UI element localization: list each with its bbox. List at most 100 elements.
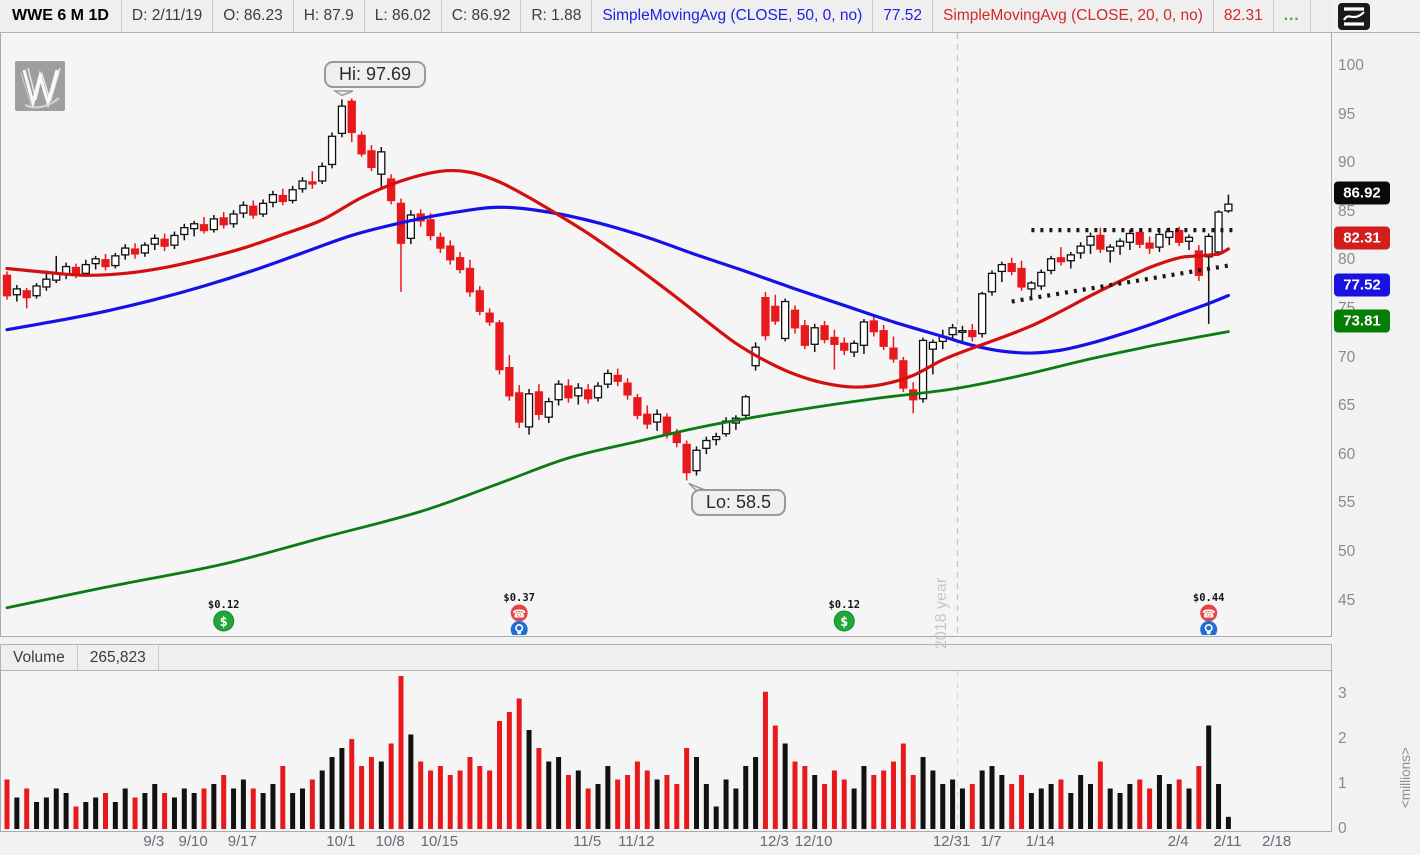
candle-body: [899, 360, 908, 389]
volume-bar: [339, 748, 345, 829]
volume-bar: [753, 757, 759, 829]
date-label-9-3: 9/3: [143, 833, 165, 850]
candle-body: [584, 389, 593, 400]
volume-bar: [359, 766, 365, 829]
event-amount-label: $0.44: [1193, 592, 1225, 604]
sma200-line[interactable]: [5, 330, 1230, 610]
volume-chart-pane[interactable]: [0, 671, 1332, 832]
volume-bar: [447, 775, 453, 829]
volume-axis[interactable]: 3 2 1 0: [1332, 671, 1420, 837]
volume-tick-3: 3: [1338, 685, 1347, 702]
volume-bar: [1097, 761, 1103, 829]
candle-body: [436, 236, 445, 249]
candle-body: [564, 385, 573, 399]
volume-bar: [142, 793, 148, 829]
date-label-12-10: 12/10: [794, 833, 833, 850]
support-dotted-line[interactable]: [1011, 263, 1229, 304]
volume-bar: [506, 712, 512, 829]
event-amount-label: $0.12: [208, 599, 240, 611]
candle-body: [2, 274, 12, 297]
price-tick-100: 100: [1338, 57, 1364, 74]
volume-bar: [713, 806, 719, 829]
candle-body: [347, 100, 356, 134]
dividend-event-marker[interactable]: $0.12 $: [208, 599, 240, 632]
candle-body: [130, 248, 140, 255]
volume-pane-label[interactable]: Volume: [1, 645, 78, 670]
volume-bar: [871, 775, 877, 829]
volume-bar: [792, 761, 798, 829]
toolbar-more-indicators-cell[interactable]: ...: [1274, 0, 1311, 32]
candle-body: [42, 278, 51, 288]
volume-bar: [398, 676, 404, 829]
volume-bar: [250, 788, 256, 829]
volume-bar: [240, 779, 246, 829]
candle-body: [1165, 230, 1174, 239]
event-amount-label: $0.12: [828, 599, 860, 611]
volume-bars-chart[interactable]: [1, 671, 1331, 830]
candle-body: [859, 321, 869, 346]
candle-body: [554, 383, 563, 401]
toolbar-high-readout: H: 87.9: [294, 0, 365, 32]
sma50-price-badge: 77.52: [1334, 273, 1390, 296]
price-tick-70: 70: [1338, 348, 1356, 366]
chart-style-button[interactable]: [1338, 3, 1370, 30]
candle-body: [406, 214, 416, 240]
main-price-chart-pane[interactable]: $0.12 $ $0.37 ☎ $0.12 $ $0.44 ☎ Hi: 97.69 Lo: 5…: [0, 33, 1332, 649]
candle-body: [209, 218, 219, 231]
sma50-line[interactable]: [5, 205, 1230, 355]
sma20-line[interactable]: [5, 168, 1230, 389]
volume-bar: [122, 788, 128, 829]
candle-body: [889, 347, 898, 360]
toolbar-low-readout: L: 86.02: [365, 0, 442, 32]
volume-bar: [388, 743, 394, 829]
hi-callout-tail: [332, 90, 354, 97]
candle-body: [820, 325, 829, 341]
volume-bar: [703, 784, 709, 829]
date-label-1-14: 1/14: [1025, 833, 1055, 850]
candle-body: [505, 366, 514, 397]
price-axis[interactable]: 100959085807570656055504586.9282.3177.52…: [1332, 33, 1420, 637]
candle-body: [219, 217, 228, 226]
toolbar-range-readout: R: 1.88: [521, 0, 593, 32]
date-label-9-10: 9/10: [178, 833, 208, 850]
volume-bar: [526, 730, 532, 829]
candle-body: [465, 267, 475, 293]
candle-body: [958, 330, 967, 333]
volume-tick-2: 2: [1338, 730, 1347, 747]
volume-bar: [969, 784, 975, 829]
volume-bar: [497, 721, 502, 829]
volume-bar: [772, 725, 778, 829]
volume-bar: [349, 739, 355, 829]
date-axis[interactable]: 9/3 9/10 9/17 10/1 10/8 10/15 11/5 11/12 12/3 12/…: [0, 833, 1332, 855]
volume-bar: [999, 775, 1005, 829]
dividend-event-marker[interactable]: $0.12 $: [828, 599, 860, 632]
candle-body: [1046, 258, 1056, 272]
candle-body: [849, 342, 859, 353]
volume-bar: [930, 770, 936, 829]
candle-body: [140, 244, 150, 254]
volume-bar: [959, 788, 965, 829]
volume-bar: [940, 784, 946, 829]
earnings-event-marker[interactable]: $0.44 ☎: [1193, 592, 1225, 635]
candle-body: [987, 272, 997, 293]
candle-body: [1076, 245, 1085, 254]
toolbar-sma50-indicator-cell[interactable]: SimpleMovingAvg (CLOSE, 50, 0, no): [592, 0, 874, 32]
volume-bar: [900, 743, 906, 829]
date-label-10-1: 10/1: [326, 833, 356, 850]
toolbar-sma20-indicator-cell[interactable]: SimpleMovingAvg (CLOSE, 20, 0, no): [933, 0, 1214, 32]
candle-body: [1106, 246, 1115, 252]
candle-body: [327, 135, 337, 166]
volume-bar: [950, 779, 956, 829]
toolbar-symbol-period-cell[interactable]: WWE 6 M 1D: [0, 0, 122, 32]
volume-bar: [1019, 775, 1025, 829]
volume-bar: [546, 761, 552, 829]
volume-bar: [319, 770, 325, 829]
volume-bar: [1147, 788, 1153, 829]
volume-bar: [1009, 784, 1015, 829]
candlestick-chart[interactable]: $0.12 $ $0.37 ☎ $0.12 $ $0.44 ☎: [1, 33, 1331, 635]
candle-body: [840, 342, 849, 351]
volume-bar: [891, 761, 896, 829]
price-tick-85: 85: [1338, 202, 1356, 220]
earnings-event-marker[interactable]: $0.37 ☎: [503, 592, 535, 635]
candle-body: [672, 433, 681, 444]
